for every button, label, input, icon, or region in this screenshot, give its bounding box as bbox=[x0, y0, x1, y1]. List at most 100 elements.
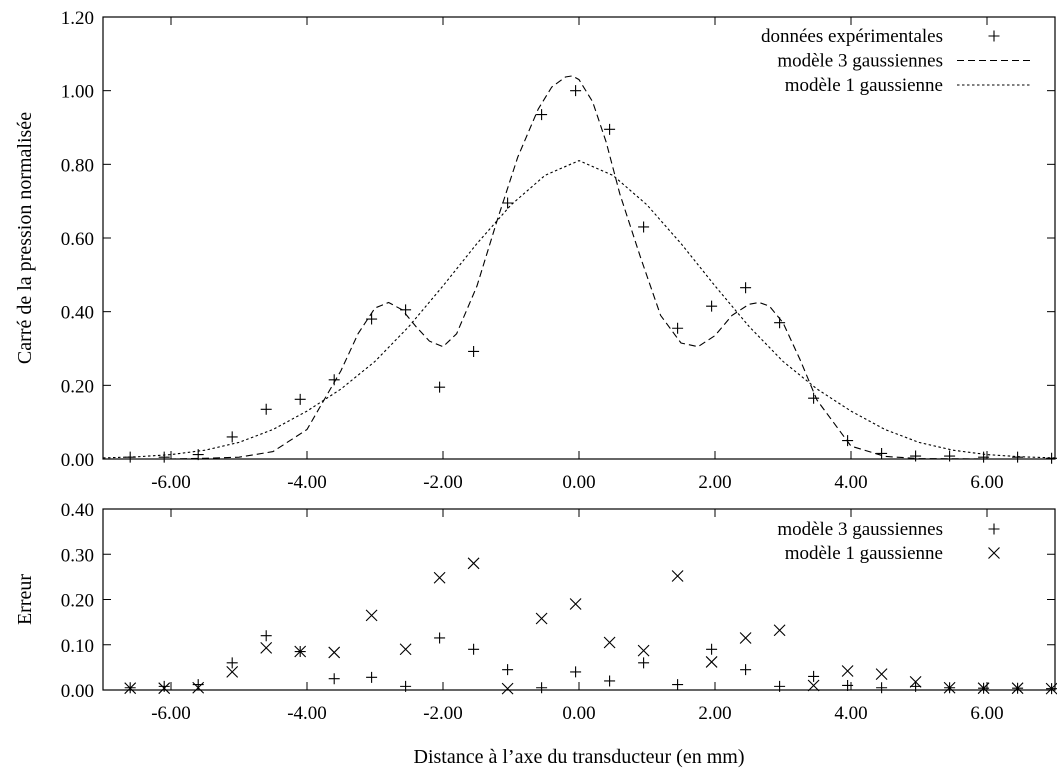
data-point-plus bbox=[910, 680, 922, 692]
y-tick-label: 0.20 bbox=[61, 591, 94, 612]
data-point-plus bbox=[294, 393, 306, 405]
data-point-plus bbox=[260, 630, 272, 642]
data-point-plus bbox=[468, 345, 480, 357]
legend-swatch-cross bbox=[988, 547, 1000, 559]
data-point-plus bbox=[842, 679, 854, 691]
x-tick-label: 4.00 bbox=[834, 703, 867, 724]
data-point-plus bbox=[158, 451, 170, 463]
data-point-cross bbox=[637, 644, 650, 657]
data-point-plus bbox=[808, 670, 820, 682]
data-point-plus bbox=[1012, 451, 1024, 463]
data-point-plus bbox=[604, 123, 616, 135]
y-tick-label: 0.20 bbox=[61, 376, 94, 397]
data-point-plus bbox=[226, 657, 238, 669]
data-point-cross bbox=[158, 682, 171, 695]
data-point-plus bbox=[434, 381, 446, 393]
legend-label: données expérimentales bbox=[761, 26, 943, 47]
data-point-plus bbox=[706, 643, 718, 655]
x-tick-label: -2.00 bbox=[423, 703, 463, 724]
data-point-plus bbox=[536, 109, 548, 121]
x-tick-label: 4.00 bbox=[834, 472, 867, 493]
y-tick-label: 1.20 bbox=[61, 8, 94, 29]
legend-label: modèle 3 gaussiennes bbox=[777, 51, 943, 72]
data-point-cross bbox=[399, 643, 412, 656]
data-point-cross bbox=[467, 557, 480, 570]
data-point-cross bbox=[226, 666, 239, 678]
data-point-cross bbox=[977, 682, 990, 695]
data-point-cross bbox=[260, 642, 273, 654]
y-axis-label: Erreur bbox=[14, 574, 36, 625]
data-point-cross bbox=[875, 668, 888, 681]
data-point-plus bbox=[808, 392, 820, 404]
data-point-cross bbox=[671, 570, 684, 582]
data-point-cross bbox=[328, 646, 341, 659]
data-point-cross bbox=[773, 624, 786, 637]
data-point-cross bbox=[365, 609, 378, 622]
series-line bbox=[102, 160, 1056, 459]
data-point-plus bbox=[944, 450, 956, 462]
data-point-plus bbox=[876, 682, 888, 694]
data-point-plus bbox=[672, 679, 684, 691]
legend-label: modèle 1 gaussienne bbox=[785, 75, 943, 96]
data-point-plus bbox=[502, 664, 514, 676]
data-point-cross bbox=[943, 681, 956, 694]
data-point-cross bbox=[1011, 682, 1024, 695]
data-point-cross bbox=[192, 681, 205, 694]
data-point-cross bbox=[433, 571, 446, 584]
data-point-plus bbox=[672, 322, 684, 334]
x-axis-label: Distance à l’axe du transducteur (en mm) bbox=[414, 746, 745, 768]
y-axis-label: Carré de la pression normalisée bbox=[14, 112, 36, 364]
x-tick-label: 2.00 bbox=[698, 472, 731, 493]
x-tick-label: 0.00 bbox=[562, 703, 595, 724]
data-point-plus bbox=[366, 313, 378, 325]
data-point-plus bbox=[910, 450, 922, 462]
y-tick-label: 0.80 bbox=[61, 155, 94, 176]
top-panel: -6.00 -4.00 -2.00 0.00 2.00 4.00 6.00 0.00 0.20 0… bbox=[14, 8, 1057, 493]
y-tick-label: 0.60 bbox=[61, 229, 94, 250]
y-tick-label: 0.40 bbox=[61, 303, 94, 324]
data-point-plus bbox=[638, 657, 650, 669]
data-point-cross bbox=[569, 598, 582, 610]
data-point-plus bbox=[502, 197, 514, 209]
data-point-plus bbox=[740, 664, 752, 676]
data-point-cross bbox=[294, 645, 307, 658]
data-point-plus bbox=[706, 300, 718, 312]
data-point-plus bbox=[604, 675, 616, 687]
data-point-plus bbox=[226, 431, 238, 443]
x-tick-label: -6.00 bbox=[151, 703, 191, 724]
data-point-plus bbox=[740, 282, 752, 294]
data-point-cross bbox=[841, 665, 854, 677]
legend-label: modèle 1 gaussienne bbox=[785, 543, 943, 564]
data-point-plus bbox=[328, 374, 340, 386]
x-tick-label: 6.00 bbox=[970, 472, 1003, 493]
data-point-plus bbox=[468, 643, 480, 655]
data-point-plus bbox=[774, 680, 786, 692]
x-tick-label: 6.00 bbox=[970, 703, 1003, 724]
data-point-plus bbox=[328, 673, 340, 685]
data-point-plus bbox=[978, 451, 990, 463]
data-point-cross bbox=[1045, 682, 1057, 695]
data-point-plus bbox=[158, 680, 170, 692]
x-tick-label: -4.00 bbox=[287, 703, 327, 724]
bottom-panel: -6.00 -4.00 -2.00 0.00 2.00 4.00 6.00 0.00 0.10 0… bbox=[14, 500, 1057, 768]
data-point-plus bbox=[876, 447, 888, 459]
data-point-cross bbox=[501, 682, 514, 695]
legend-swatch-plus bbox=[988, 523, 1000, 535]
data-point-plus bbox=[638, 221, 650, 233]
data-point-plus bbox=[1046, 452, 1057, 464]
x-tick-label: 0.00 bbox=[562, 472, 595, 493]
x-tick-label: 2.00 bbox=[698, 703, 731, 724]
series-line bbox=[103, 75, 1055, 460]
data-point-cross bbox=[807, 679, 820, 692]
x-tick-label: -4.00 bbox=[287, 472, 327, 493]
y-tick-label: 1.00 bbox=[61, 82, 94, 103]
x-tick-label: -6.00 bbox=[151, 472, 191, 493]
data-point-plus bbox=[570, 85, 582, 97]
data-point-plus bbox=[260, 403, 272, 415]
data-point-cross bbox=[535, 612, 548, 625]
y-tick-label: 0.40 bbox=[61, 500, 94, 521]
y-tick-label: 0.30 bbox=[61, 545, 94, 566]
y-tick-label: 0.00 bbox=[61, 681, 94, 702]
data-point-cross bbox=[705, 656, 718, 668]
